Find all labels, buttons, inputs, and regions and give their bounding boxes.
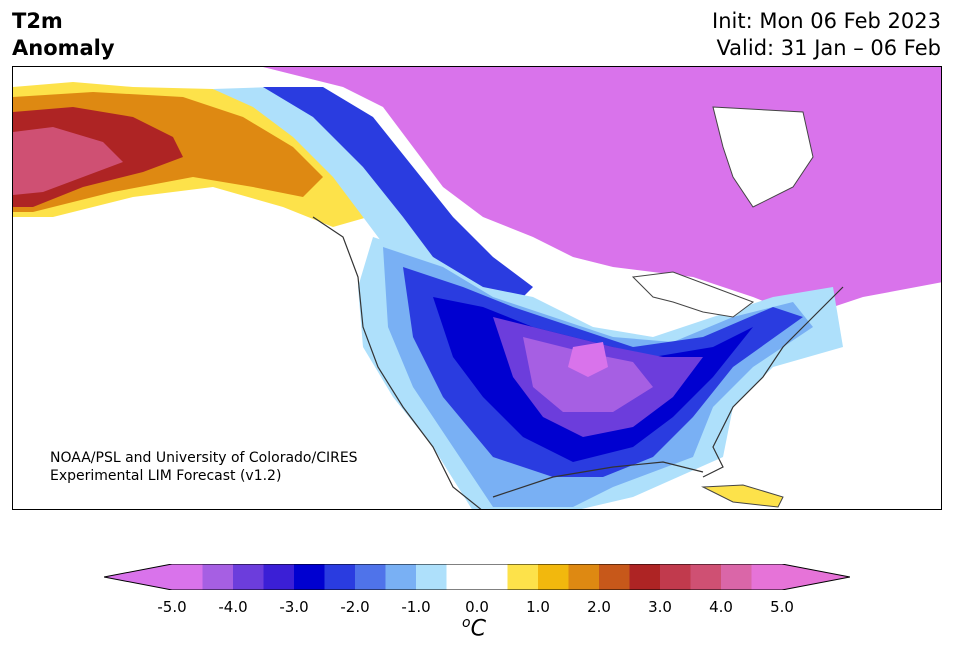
colorbar-tick-label: 2.0 (587, 598, 611, 616)
colorbar-swatch (538, 564, 569, 590)
degree-symbol: o (462, 615, 471, 631)
atlantic-coastline (702, 286, 844, 478)
colorbar-tick-label: 0.0 (465, 598, 489, 616)
colorbar-swatch (202, 564, 234, 590)
cuba (701, 484, 784, 508)
title-type: Anomaly (12, 36, 115, 60)
colorbar-tick-label: 1.0 (526, 598, 550, 616)
colorbar-swatch (446, 564, 478, 590)
west-canada-cold-band (213, 87, 463, 277)
colorbar-high-extend (782, 564, 850, 590)
colorbar-swatch (599, 564, 630, 590)
colorbar-tick-label: 5.0 (770, 598, 794, 616)
colorbar-swatch (629, 564, 661, 590)
colorbar-tick-label: -4.0 (218, 598, 248, 616)
colorbar-swatch (568, 564, 600, 590)
colorbar-swatch (172, 564, 203, 590)
alaska-pink-region (13, 127, 123, 195)
forecast-dates: Init: Mon 06 Feb 2023 Valid: 31 Jan – 06… (712, 8, 941, 62)
colorbar-swatch (385, 564, 417, 590)
colorbar-swatch (690, 564, 722, 590)
pacific-coastline (312, 216, 482, 509)
central-us-magenta-spot (568, 342, 608, 377)
colorbar-swatch (507, 564, 539, 590)
colorbar-tick-label: 3.0 (648, 598, 672, 616)
credit-line-1: NOAA/PSL and University of Colorado/CIRE… (50, 450, 358, 466)
colorbar-swatch (416, 564, 447, 590)
credit-line-2: Experimental LIM Forecast (v1.2) (50, 468, 282, 484)
colorbar-ticks: -5.0 -4.0 -3.0 -2.0 -1.0 0.0 1.0 2.0 3.0 4.0 5.0 (0, 598, 953, 618)
colorbar-unit: oC (462, 615, 486, 641)
colorbar-swatch (263, 564, 295, 590)
colorbar (104, 564, 850, 590)
colorbar-swatch (355, 564, 386, 590)
colorbar-tick-label: 4.0 (709, 598, 733, 616)
hudson-bay (712, 106, 814, 208)
colorbar-swatch (324, 564, 356, 590)
colorbar-swatch (294, 564, 325, 590)
great-lakes (631, 271, 755, 318)
map-title: T2m Anomaly (12, 8, 115, 62)
west-canada-blue-band (263, 87, 533, 307)
colorbar-swatch (721, 564, 752, 590)
colorbar-low-extend (104, 564, 172, 590)
gulf-coastline (492, 461, 704, 498)
data-credit: NOAA/PSL and University of Colorado/CIRE… (50, 449, 358, 485)
colorbar-tick-label: -1.0 (401, 598, 431, 616)
unit-letter: C (470, 616, 486, 642)
colorbar-swatch (751, 564, 783, 590)
colorbar-tick-label: -2.0 (340, 598, 370, 616)
colorbar-swatch (233, 564, 264, 590)
colorbar-swatch (660, 564, 691, 590)
map-canvas (13, 67, 941, 509)
title-variable: T2m (12, 9, 63, 33)
colorbar-swatch (477, 564, 508, 590)
anomaly-map: NOAA/PSL and University of Colorado/CIRE… (12, 66, 942, 510)
colorbar-tick-label: -3.0 (279, 598, 309, 616)
init-date: Init: Mon 06 Feb 2023 (712, 9, 941, 33)
valid-range: Valid: 31 Jan – 06 Feb (716, 36, 941, 60)
colorbar-tick-label: -5.0 (157, 598, 187, 616)
